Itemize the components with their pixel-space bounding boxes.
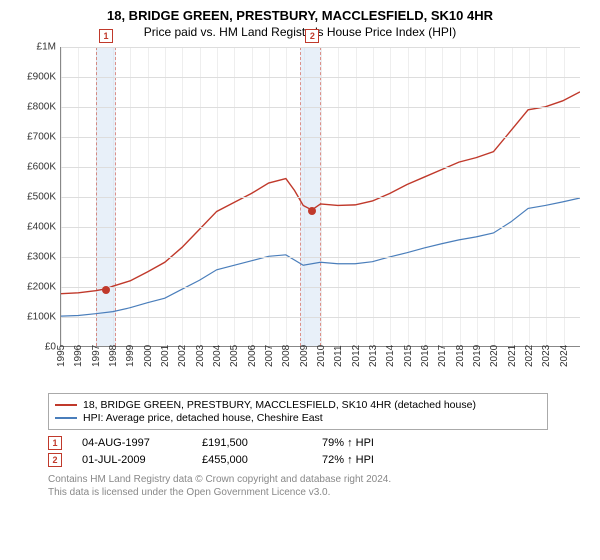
event-row-marker: 2 — [48, 453, 62, 467]
y-tick-label: £700K — [27, 132, 56, 143]
event-dot — [102, 286, 110, 294]
y-tick-label: £800K — [27, 102, 56, 113]
x-axis-labels: 1995199619971998199920002001200220032004… — [60, 349, 580, 387]
x-tick-label: 2023 — [541, 345, 552, 367]
legend-row: 18, BRIDGE GREEN, PRESTBURY, MACCLESFIEL… — [55, 399, 541, 411]
x-tick-label: 2024 — [559, 345, 570, 367]
x-tick-label: 2015 — [403, 345, 414, 367]
footnote-line2: This data is licensed under the Open Gov… — [48, 486, 568, 499]
x-tick-label: 2018 — [455, 345, 466, 367]
y-tick-label: £600K — [27, 162, 56, 173]
x-tick-label: 2003 — [195, 345, 206, 367]
x-tick-label: 1999 — [125, 345, 136, 367]
plot-region: 12 — [60, 47, 580, 347]
x-tick-label: 2011 — [333, 345, 344, 367]
x-tick-label: 2000 — [143, 345, 154, 367]
legend-row: HPI: Average price, detached house, Ches… — [55, 412, 541, 424]
x-tick-label: 2016 — [420, 345, 431, 367]
x-tick-label: 2013 — [368, 345, 379, 367]
x-tick-label: 2001 — [160, 345, 171, 367]
x-tick-label: 2010 — [316, 345, 327, 367]
event-note: 79% ↑ HPI — [322, 437, 422, 449]
y-axis-labels: £0£100K£200K£300K£400K£500K£600K£700K£80… — [12, 47, 60, 347]
event-date: 04-AUG-1997 — [82, 437, 182, 449]
event-date: 01-JUL-2009 — [82, 454, 182, 466]
x-tick-label: 2021 — [507, 345, 518, 367]
x-tick-label: 2004 — [212, 345, 223, 367]
event-row-marker: 1 — [48, 436, 62, 450]
x-tick-label: 2019 — [472, 345, 483, 367]
legend-swatch — [55, 417, 77, 419]
events-table: 1 04-AUG-1997 £191,500 79% ↑ HPI 2 01-JUL-200… — [48, 436, 588, 467]
event-marker: 1 — [99, 29, 113, 43]
event-dot — [308, 207, 316, 215]
x-tick-label: 1996 — [73, 345, 84, 367]
legend-swatch — [55, 404, 77, 406]
event-marker: 2 — [305, 29, 319, 43]
x-tick-label: 2008 — [281, 345, 292, 367]
event-price: £455,000 — [202, 454, 302, 466]
y-tick-label: £200K — [27, 282, 56, 293]
x-tick-label: 2020 — [489, 345, 500, 367]
x-tick-label: 2012 — [351, 345, 362, 367]
x-tick-label: 1995 — [56, 345, 67, 367]
title-line1: 18, BRIDGE GREEN, PRESTBURY, MACCLESFIEL… — [12, 8, 588, 23]
y-tick-label: £400K — [27, 222, 56, 233]
event-row: 1 04-AUG-1997 £191,500 79% ↑ HPI — [48, 436, 588, 450]
y-tick-label: £0 — [45, 342, 56, 353]
chart-area: £0 £100K £200K £300K £400K £500K £600K £700K £80… — [12, 47, 588, 387]
event-price: £191,500 — [202, 437, 302, 449]
x-tick-label: 2017 — [437, 345, 448, 367]
x-tick-label: 2022 — [524, 345, 535, 367]
y-tick-label: £300K — [27, 252, 56, 263]
y-tick-label: £500K — [27, 192, 56, 203]
x-tick-label: 2007 — [264, 345, 275, 367]
footnote: Contains HM Land Registry data © Crown c… — [48, 473, 568, 499]
x-tick-label: 1998 — [108, 345, 119, 367]
x-tick-label: 2006 — [247, 345, 258, 367]
y-tick-label: £100K — [27, 312, 56, 323]
event-note: 72% ↑ HPI — [322, 454, 422, 466]
legend-label: HPI: Average price, detached house, Ches… — [83, 412, 323, 424]
legend-label: 18, BRIDGE GREEN, PRESTBURY, MACCLESFIEL… — [83, 399, 476, 411]
y-tick-label: £1M — [37, 42, 56, 53]
event-row: 2 01-JUL-2009 £455,000 72% ↑ HPI — [48, 453, 588, 467]
x-tick-label: 1997 — [91, 345, 102, 367]
series-price_paid — [61, 92, 580, 294]
chart-container: 18, BRIDGE GREEN, PRESTBURY, MACCLESFIEL… — [0, 0, 600, 507]
x-tick-label: 2002 — [177, 345, 188, 367]
y-tick-label: £900K — [27, 72, 56, 83]
x-tick-label: 2009 — [299, 345, 310, 367]
x-tick-label: 2014 — [385, 345, 396, 367]
x-tick-label: 2005 — [229, 345, 240, 367]
footnote-line1: Contains HM Land Registry data © Crown c… — [48, 473, 568, 486]
legend-box: 18, BRIDGE GREEN, PRESTBURY, MACCLESFIEL… — [48, 393, 548, 430]
